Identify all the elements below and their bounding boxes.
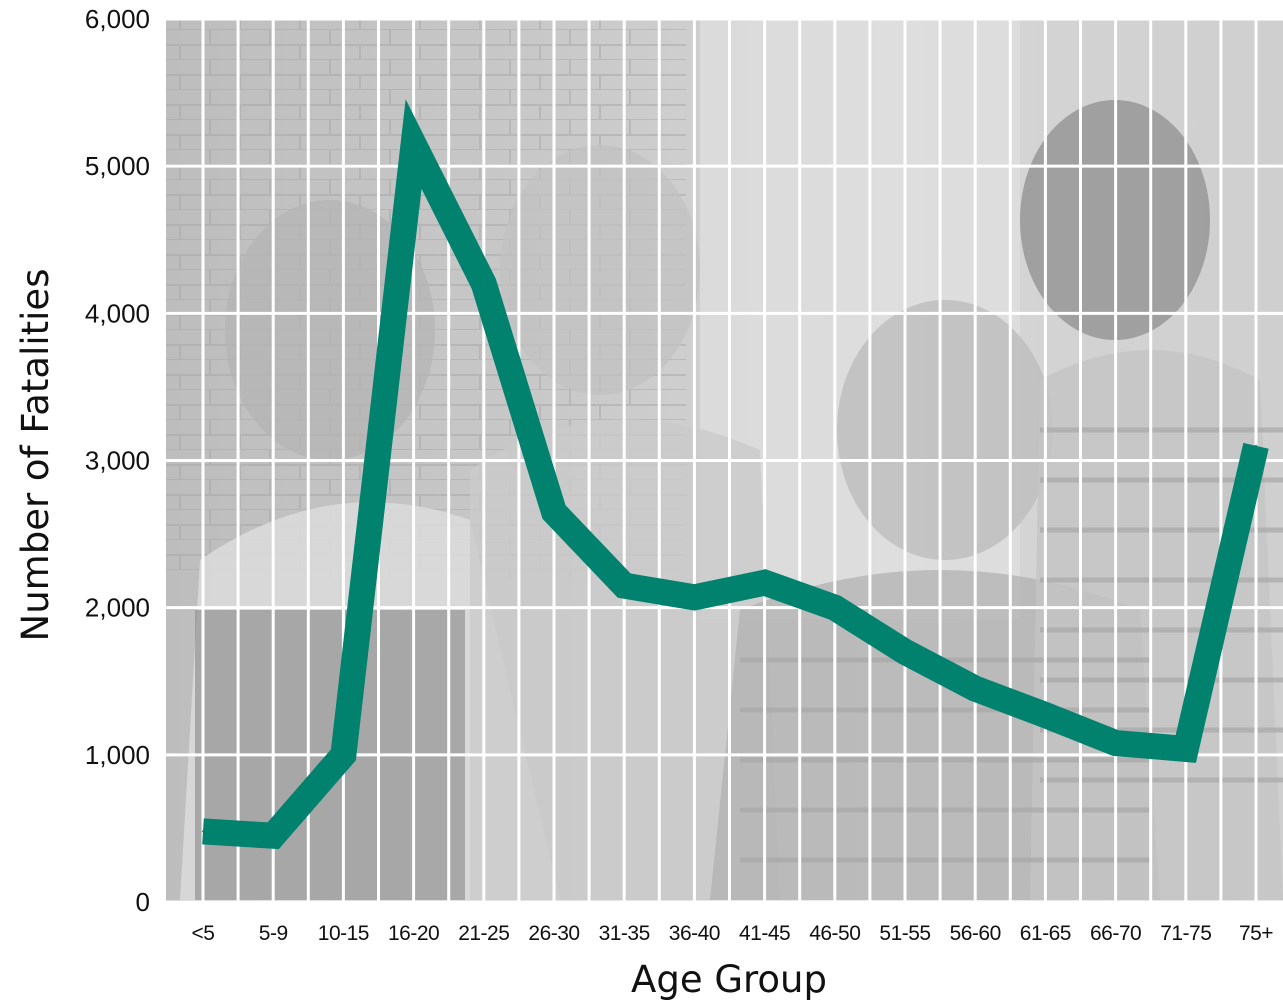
x-tick-label: 31-35 [599, 922, 650, 945]
y-tick-label: 3,000 [85, 446, 150, 476]
x-tick-label: 16-20 [388, 922, 439, 945]
data-point [693, 596, 696, 599]
data-point [272, 834, 275, 837]
y-axis-ticks: 0 1,000 2,000 3,000 4,000 5,000 6,000 [85, 4, 150, 917]
data-point [1114, 742, 1117, 745]
data-point [763, 581, 766, 584]
x-tick-label: 75+ [1239, 922, 1273, 945]
x-tick-label: 10-15 [318, 922, 369, 945]
data-point [342, 753, 345, 756]
y-tick-label: 4,000 [85, 298, 150, 328]
data-point [974, 687, 977, 690]
y-tick-label: 0 [136, 887, 150, 917]
x-tick-label: 26-30 [528, 922, 579, 945]
data-point [1184, 747, 1187, 750]
y-tick-label: 2,000 [85, 593, 150, 623]
data-point [1044, 714, 1047, 717]
data-point [623, 584, 626, 587]
x-tick-label: 46-50 [809, 922, 860, 945]
x-axis-title: Age Group [631, 958, 827, 1001]
y-tick-label: 6,000 [85, 4, 150, 34]
data-point [412, 143, 415, 146]
fatalities-line [202, 99, 1269, 850]
x-tick-label: 41-45 [739, 922, 790, 945]
data-point [904, 650, 906, 653]
data-point [202, 830, 204, 833]
x-tick-label: 66-70 [1090, 922, 1141, 945]
x-tick-label: 36-40 [669, 922, 720, 945]
data-point [553, 511, 555, 514]
data-point [833, 606, 836, 609]
x-tick-label: 56-60 [950, 922, 1001, 945]
x-tick-label: 21-25 [458, 922, 509, 945]
y-tick-label: 1,000 [85, 740, 150, 770]
y-axis-title: Number of Fatalities [14, 269, 57, 642]
x-tick-label: 61-65 [1020, 922, 1071, 945]
x-tick-label: 71-75 [1160, 922, 1211, 945]
x-tick-label: 5-9 [259, 922, 288, 945]
data-point [1255, 444, 1257, 447]
data-point [482, 282, 485, 285]
x-tick-label: 51-55 [879, 922, 930, 945]
x-axis-ticks: <5 5-9 10-15 16-20 21-25 26-30 31-35 36-40 41-45… [192, 922, 1274, 945]
series-line [202, 99, 1269, 850]
x-tick-label: <5 [192, 922, 215, 945]
y-tick-label: 5,000 [85, 151, 150, 181]
